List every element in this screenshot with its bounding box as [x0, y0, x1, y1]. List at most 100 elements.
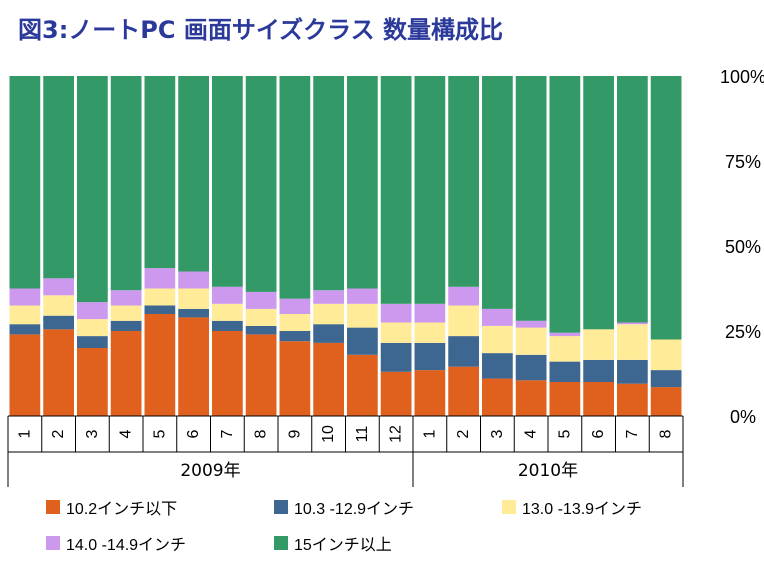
bar-2-13	[448, 305, 479, 337]
bar-0-14	[482, 378, 513, 416]
bar-3-13	[448, 286, 479, 306]
bar-0-6	[212, 331, 243, 416]
bar-2-1	[43, 295, 74, 316]
x-tick-label-12: 1	[421, 429, 438, 438]
bar-1-6	[212, 320, 243, 331]
bar-0-11	[380, 371, 412, 416]
legend-swatch-0	[46, 500, 60, 514]
legend-label-2: 13.0 -13.9インチ	[522, 501, 643, 518]
x-tick-label-4: 5	[151, 429, 168, 438]
bar-2-6	[212, 303, 243, 321]
bar-2-15	[515, 327, 547, 355]
bar-2-0	[9, 305, 41, 325]
bar-4-0	[9, 76, 41, 289]
bar-4-4	[144, 76, 176, 269]
bar-4-13	[448, 76, 479, 287]
x-tick-label-17: 6	[590, 429, 607, 438]
bar-2-10	[347, 303, 378, 328]
legend-swatch-3	[46, 536, 60, 550]
bar-4-16	[549, 76, 581, 333]
bar-3-9	[313, 290, 344, 304]
x-tick-label-15: 4	[523, 429, 540, 438]
bar-0-10	[347, 354, 378, 416]
x-tick-label-5: 6	[185, 429, 202, 438]
bar-1-0	[9, 324, 41, 335]
bar-3-7	[245, 291, 277, 309]
y-tick-label-2: 50%	[725, 237, 761, 257]
x-tick-label-8: 9	[286, 429, 303, 438]
bar-1-11	[380, 342, 412, 372]
bar-2-9	[313, 303, 344, 325]
legend-item-1: 10.3 -12.9インチ	[274, 495, 414, 519]
bar-4-6	[212, 76, 243, 287]
bar-3-5	[178, 271, 209, 289]
bar-0-18	[617, 383, 648, 416]
bar-3-18	[617, 322, 648, 325]
legend-item-0: 10.2インチ以下	[46, 495, 177, 519]
bar-2-16	[549, 336, 581, 362]
bar-2-14	[482, 325, 513, 354]
bar-1-5	[178, 308, 209, 318]
bar-4-19	[650, 76, 682, 340]
bar-4-11	[380, 76, 412, 304]
bar-1-18	[617, 359, 648, 384]
bar-0-12	[414, 370, 446, 416]
x-tick-label-10: 11	[354, 426, 371, 443]
x-tick-label-16: 5	[556, 429, 573, 438]
x-tick-label-19: 8	[658, 429, 675, 438]
x-tick-label-9: 10	[320, 425, 337, 443]
bar-0-0	[9, 334, 41, 416]
bar-0-17	[583, 382, 614, 416]
legend-swatch-4	[274, 536, 288, 550]
x-tick-label-7: 8	[253, 429, 270, 438]
bar-3-15	[515, 320, 547, 328]
bar-1-10	[347, 327, 378, 355]
bar-1-2	[77, 336, 108, 348]
x-tick-label-2: 3	[84, 429, 101, 438]
bar-0-7	[245, 334, 277, 416]
bar-2-7	[245, 308, 277, 326]
x-tick-label-18: 7	[624, 429, 641, 438]
x-tick-label-14: 3	[489, 429, 506, 438]
bar-4-18	[617, 76, 648, 323]
bar-3-1	[43, 278, 74, 296]
bar-0-9	[313, 342, 344, 416]
legend-swatch-1	[274, 500, 288, 514]
group-label-0: 2009年	[180, 461, 240, 481]
bar-2-17	[583, 329, 614, 360]
bar-1-1	[43, 315, 74, 330]
bar-1-9	[313, 324, 344, 343]
bar-2-8	[279, 314, 311, 331]
bar-1-3	[110, 320, 142, 331]
bar-2-11	[380, 322, 412, 343]
bar-4-1	[43, 76, 74, 279]
bar-2-4	[144, 288, 176, 306]
legend-item-2: 13.0 -13.9インチ	[502, 495, 642, 519]
chart-title: 図3:ノートPC 画面サイズクラス 数量構成比	[18, 16, 504, 44]
bar-3-8	[279, 298, 311, 314]
bar-4-5	[178, 76, 209, 272]
legend-label-4: 15インチ以上	[294, 537, 392, 554]
bar-1-15	[515, 354, 547, 381]
legend-label-0: 10.2インチ以下	[66, 501, 178, 518]
group-label-1: 2010年	[518, 461, 578, 481]
legend-item-4: 15インチ以上	[274, 531, 392, 555]
legend-label-3: 14.0 -14.9インチ	[66, 537, 187, 554]
bar-3-2	[77, 302, 108, 320]
bar-2-18	[617, 324, 648, 360]
bar-0-13	[448, 366, 479, 416]
bar-4-17	[583, 76, 614, 330]
bar-0-19	[650, 387, 682, 416]
bar-0-8	[279, 341, 311, 416]
bar-1-4	[144, 305, 176, 314]
bar-3-12	[414, 303, 446, 323]
bar-0-15	[515, 380, 547, 416]
bar-3-14	[482, 308, 513, 326]
bar-3-16	[549, 332, 581, 337]
bar-1-13	[448, 336, 479, 367]
bar-0-4	[144, 314, 176, 416]
x-tick-label-0: 1	[16, 429, 33, 438]
bar-2-5	[178, 288, 209, 309]
bar-2-12	[414, 322, 446, 343]
